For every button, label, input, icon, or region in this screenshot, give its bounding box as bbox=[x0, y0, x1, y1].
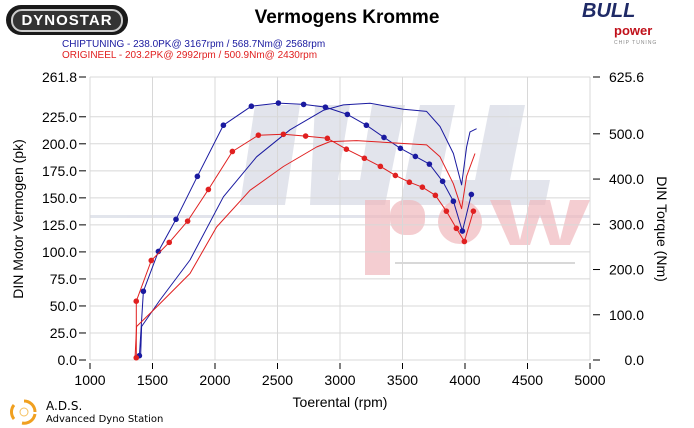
x-tick-label: 4000 bbox=[449, 372, 480, 388]
ads-title: A.D.S. bbox=[46, 399, 83, 413]
data-point-origineel-torque bbox=[361, 155, 368, 162]
data-point-origineel-torque bbox=[184, 218, 191, 224]
data-point-origineel-torque bbox=[470, 208, 477, 214]
chart-title: Vermogens Kromme bbox=[254, 7, 440, 28]
data-point-chiptuning-torque bbox=[468, 191, 475, 198]
data-point-chiptuning-torque bbox=[450, 198, 457, 205]
ads-subtitle: Advanced Dyno Station bbox=[46, 414, 164, 425]
data-point-chiptuning-torque bbox=[322, 104, 329, 110]
y2-tick-label: 625.6 bbox=[609, 69, 644, 85]
data-point-chiptuning-torque bbox=[381, 134, 387, 141]
data-point-origineel-torque bbox=[419, 184, 426, 190]
watermark-chip-shape bbox=[395, 262, 575, 264]
x-tick-label: 2500 bbox=[262, 372, 293, 388]
ads-logo-icon bbox=[9, 399, 37, 425]
data-point-origineel-torque bbox=[255, 132, 262, 138]
data-point-chiptuning-torque bbox=[300, 101, 307, 108]
data-point-origineel-torque bbox=[166, 239, 173, 246]
data-point-chiptuning-torque bbox=[426, 161, 433, 167]
y2-axis-label: DIN Torque (Nm) bbox=[654, 176, 670, 282]
data-point-origineel-torque bbox=[229, 148, 236, 155]
y2-tick-label: 0.0 bbox=[625, 352, 645, 368]
data-point-origineel-torque bbox=[324, 135, 331, 142]
bull-logo: BULL bbox=[582, 0, 636, 22]
data-point-chiptuning-torque bbox=[194, 173, 201, 180]
x-tick-label: 4500 bbox=[512, 372, 543, 388]
y-axis-label: DIN Motor Vermogen (pk) bbox=[10, 139, 26, 299]
y2-tick-label: 300.0 bbox=[609, 216, 644, 232]
data-point-origineel-torque bbox=[453, 225, 460, 232]
x-tick-label: 5000 bbox=[574, 372, 605, 388]
x-tick-label: 1500 bbox=[137, 372, 168, 388]
x-tick-label: 2000 bbox=[199, 372, 230, 388]
data-point-origineel-torque bbox=[432, 192, 439, 199]
series-layer bbox=[133, 100, 477, 361]
data-point-origineel-torque bbox=[133, 354, 140, 361]
y-tick-label: 50.0 bbox=[50, 298, 77, 314]
power-logo: power bbox=[614, 23, 653, 38]
data-point-origineel-torque bbox=[392, 172, 399, 179]
legend-origineel: ORIGINEEL - 203.2PK@ 2992rpm / 500.9Nm@ … bbox=[62, 50, 318, 61]
x-tick-label: 1000 bbox=[74, 372, 105, 388]
data-point-origineel-torque bbox=[148, 257, 155, 264]
legend-chiptuning: CHIPTUNING - 238.0PK@ 3167rpm / 568.7Nm@… bbox=[62, 39, 326, 50]
y2-tick-label: 100.0 bbox=[609, 307, 644, 323]
data-point-chiptuning-torque bbox=[363, 122, 370, 129]
series-line-chiptuning-torque bbox=[138, 102, 472, 356]
data-point-chiptuning-torque bbox=[275, 100, 282, 106]
y-tick-label: 150.0 bbox=[42, 190, 77, 206]
data-point-origineel-torque bbox=[443, 208, 450, 214]
data-point-chiptuning-torque bbox=[173, 216, 179, 223]
y2-tick-label: 500.0 bbox=[609, 126, 644, 142]
data-point-chiptuning-torque bbox=[412, 153, 419, 160]
data-point-chiptuning-torque bbox=[140, 288, 147, 295]
data-point-origineel-torque bbox=[302, 133, 309, 139]
y-tick-label: 261.8 bbox=[42, 69, 77, 85]
data-point-chiptuning-torque bbox=[220, 122, 227, 129]
y2-tick-label: 400.0 bbox=[609, 171, 644, 187]
dynostar-logo-text: DYNOSTAR bbox=[11, 8, 123, 32]
axes: 1000 1500 2000 2500 3000 3500 4000 4500 5000 0.0 2… bbox=[42, 69, 644, 388]
data-point-chiptuning-torque bbox=[344, 111, 351, 118]
series-line-origineel-power bbox=[134, 140, 476, 359]
y-tick-label: 225.0 bbox=[42, 109, 77, 125]
y-tick-label: 200.0 bbox=[42, 136, 77, 152]
data-point-chiptuning-torque bbox=[459, 228, 466, 234]
data-point-origineel-torque bbox=[406, 179, 413, 186]
watermark-bull-shape bbox=[90, 105, 590, 218]
data-point-origineel-torque bbox=[377, 163, 384, 170]
y-tick-label: 75.0 bbox=[50, 271, 77, 287]
data-point-chiptuning-torque bbox=[155, 248, 162, 255]
y-tick-label: 125.0 bbox=[42, 217, 77, 233]
chip-tuning-logo: CHIP TUNING bbox=[614, 40, 658, 46]
data-point-chiptuning-torque bbox=[397, 145, 404, 152]
data-point-origineel-torque bbox=[133, 298, 140, 304]
y-tick-label: 100.0 bbox=[42, 244, 77, 260]
x-tick-label: 3500 bbox=[387, 372, 418, 388]
data-point-origineel-torque bbox=[343, 146, 350, 152]
x-tick-label: 3000 bbox=[324, 372, 355, 388]
y-tick-label: 25.0 bbox=[50, 325, 77, 341]
series-line-origineel-torque bbox=[135, 133, 474, 358]
y-tick-label: 0.0 bbox=[58, 352, 78, 368]
dynostar-logo: DYNOSTAR bbox=[6, 5, 128, 35]
y-tick-label: 175.0 bbox=[42, 163, 77, 179]
series-line-chiptuning-power bbox=[140, 102, 477, 357]
data-point-chiptuning-torque bbox=[248, 103, 255, 110]
data-point-origineel-torque bbox=[461, 238, 468, 245]
data-point-origineel-torque bbox=[205, 186, 212, 193]
data-point-origineel-torque bbox=[280, 131, 287, 138]
y2-tick-label: 200.0 bbox=[609, 262, 644, 278]
x-axis-label: Toerental (rpm) bbox=[293, 394, 388, 410]
data-point-chiptuning-torque bbox=[439, 178, 446, 185]
